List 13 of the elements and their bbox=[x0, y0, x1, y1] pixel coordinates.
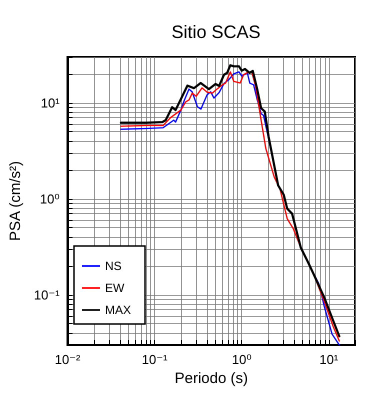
x-tick-label: 10⁻² bbox=[54, 352, 82, 367]
x-axis-title: Periodo (s) bbox=[174, 370, 248, 387]
x-tick-label: 10¹ bbox=[319, 352, 339, 367]
chart-title: Sitio SCAS bbox=[171, 22, 261, 42]
legend-label: MAX bbox=[105, 303, 132, 317]
legend-label: NS bbox=[105, 259, 122, 273]
y-tick-label: 10⁰ bbox=[40, 191, 60, 206]
y-tick-label: 10¹ bbox=[40, 95, 60, 110]
x-tick-label: 10⁰ bbox=[232, 352, 252, 367]
y-axis-title: PSA (cm/s²) bbox=[7, 160, 24, 242]
x-tick-label: 10⁻¹ bbox=[142, 352, 168, 367]
legend-label: EW bbox=[105, 281, 126, 295]
y-tick-label: 10⁻¹ bbox=[34, 287, 60, 302]
